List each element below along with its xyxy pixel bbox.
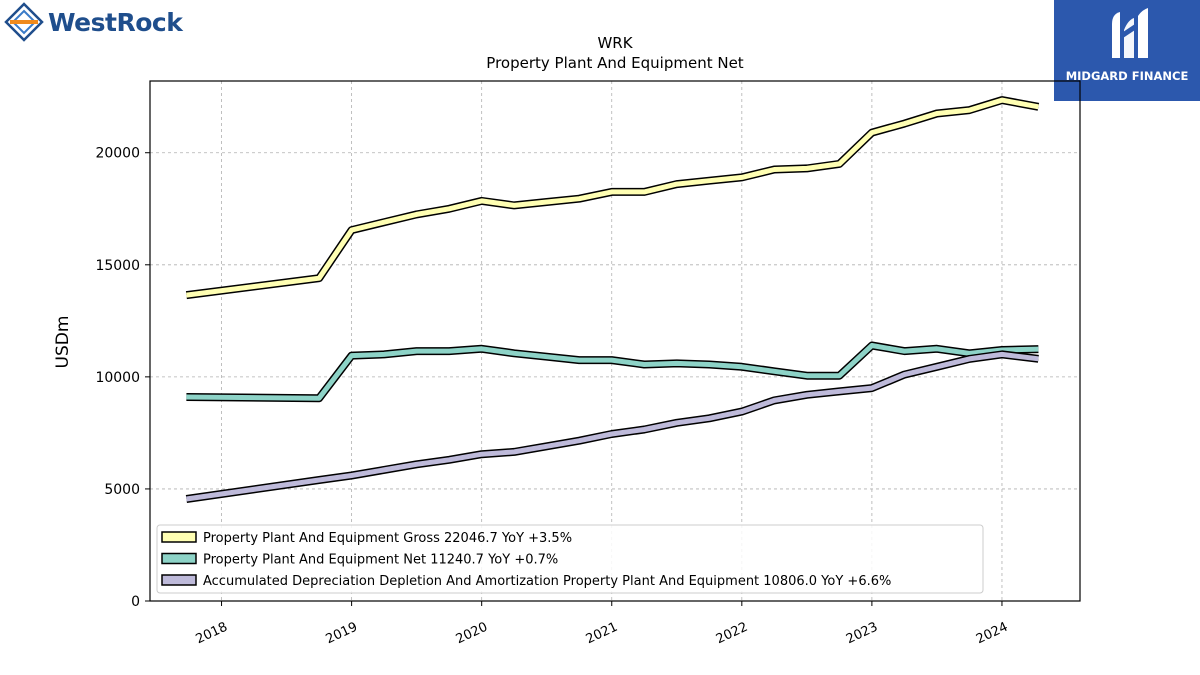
series-line-2	[186, 343, 1039, 401]
series-line-3	[186, 351, 1039, 502]
y-axis-label: USDm	[53, 316, 73, 369]
legend-swatch	[161, 552, 197, 565]
grid	[150, 81, 1080, 601]
series-lines	[185, 96, 1040, 503]
x-tick-label: 2022	[714, 620, 750, 648]
chart-subtitle: Property Plant And Equipment Net	[486, 54, 743, 72]
legend-swatch	[161, 574, 197, 586]
legend-swatch	[161, 531, 197, 543]
midgard-finance-logo: MIDGARD FINANCE	[1054, 0, 1200, 101]
midgard-finance-logo-text: MIDGARD FINANCE	[1065, 69, 1189, 83]
legend-label: Property Plant And Equipment Net 11240.7…	[203, 553, 558, 568]
x-tick-label: 2021	[584, 620, 620, 648]
legend-label: Property Plant And Equipment Gross 22046…	[203, 531, 572, 546]
x-tick-label: 2020	[454, 620, 490, 648]
x-tick-label: 2024	[974, 620, 1010, 648]
series-line-outline	[185, 96, 1040, 300]
legend-label: Accumulated Depreciation Depletion And A…	[203, 574, 891, 589]
x-tick-label: 2018	[194, 620, 230, 648]
y-tick-label: 15000	[95, 258, 140, 274]
legend: Property Plant And Equipment Gross 22046…	[156, 524, 984, 594]
y-tick-label: 5000	[104, 482, 140, 498]
midgard-finance-logo-icon	[1112, 8, 1148, 58]
x-tick-label: 2019	[324, 620, 360, 648]
westrock-logo-icon	[4, 2, 44, 42]
x-tick-label: 2023	[844, 620, 880, 648]
chart-title: WRK	[597, 34, 633, 52]
legend-box	[156, 524, 984, 594]
westrock-logo: WestRock	[4, 2, 194, 46]
series-line-outline	[185, 350, 1039, 503]
y-tick-label: 10000	[95, 370, 140, 386]
westrock-logo-text: WestRock	[48, 8, 183, 37]
y-tick-label: 0	[131, 594, 140, 610]
plot-frame	[149, 80, 1081, 602]
y-tick-label: 20000	[95, 146, 140, 162]
series-line-1	[186, 97, 1039, 298]
